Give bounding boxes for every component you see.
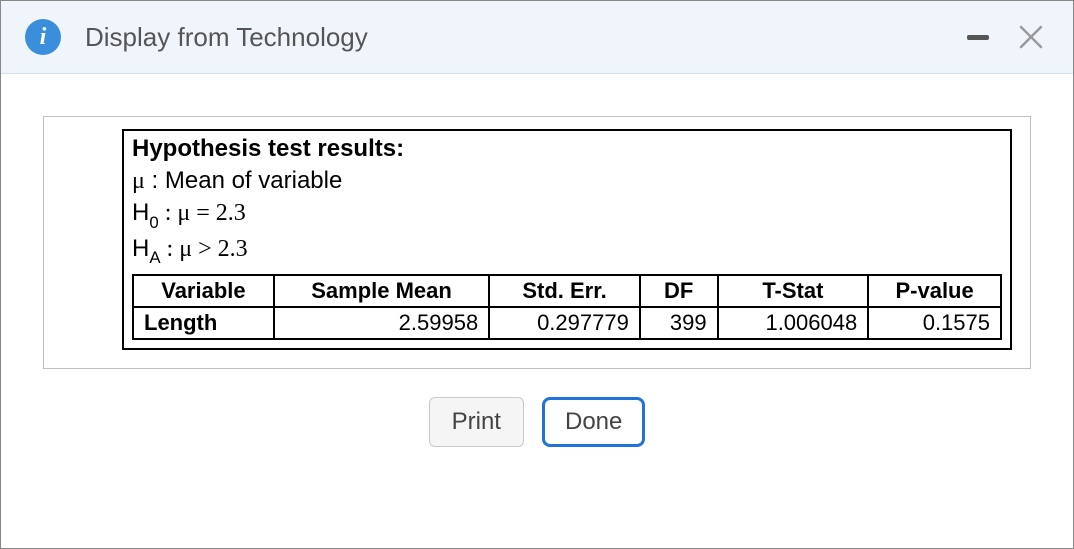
output-box: Hypothesis test results: μ : Mean of var…: [43, 116, 1031, 369]
button-row: Print Done: [43, 369, 1031, 447]
title-bar: i Display from Technology: [1, 1, 1073, 74]
col-variable: Variable: [133, 275, 274, 307]
mu-symbol: μ: [132, 168, 145, 194]
cell-std-err: 0.297779: [489, 307, 640, 339]
col-std-err: Std. Err.: [489, 275, 640, 307]
mu-definition-line: μ : Mean of variable: [132, 165, 1002, 197]
alt-hypothesis-line: HA : μ > 2.3: [132, 233, 1002, 268]
cell-df: 399: [640, 307, 718, 339]
ha-rest: : μ > 2.3: [161, 236, 248, 262]
ha-prefix: H: [132, 235, 149, 262]
results-frame: Hypothesis test results: μ : Mean of var…: [122, 129, 1012, 350]
ha-subscript: A: [149, 248, 160, 267]
col-t-stat: T-Stat: [718, 275, 869, 307]
col-p-value: P-value: [868, 275, 1001, 307]
info-icon: i: [25, 19, 61, 55]
h0-prefix: H: [132, 199, 149, 226]
h0-subscript: 0: [149, 213, 158, 232]
done-button[interactable]: Done: [542, 397, 645, 447]
dialog-window: i Display from Technology Hypothesis tes…: [0, 0, 1074, 549]
minimize-icon[interactable]: [967, 35, 989, 40]
cell-sample-mean: 2.59958: [274, 307, 489, 339]
close-icon[interactable]: [1017, 23, 1045, 51]
cell-t-stat: 1.006048: [718, 307, 869, 339]
cell-p-value: 0.1575: [868, 307, 1001, 339]
col-sample-mean: Sample Mean: [274, 275, 489, 307]
results-table: Variable Sample Mean Std. Err. DF T-Stat…: [132, 274, 1002, 340]
table-header-row: Variable Sample Mean Std. Err. DF T-Stat…: [133, 275, 1001, 307]
results-heading: Hypothesis test results:: [132, 135, 1002, 163]
dialog-title: Display from Technology: [85, 22, 368, 53]
col-df: DF: [640, 275, 718, 307]
null-hypothesis-line: H0 : μ = 2.3: [132, 197, 1002, 232]
mu-line-text: : Mean of variable: [145, 167, 342, 194]
window-controls: [967, 23, 1045, 51]
table-row: Length 2.59958 0.297779 399 1.006048 0.1…: [133, 307, 1001, 339]
h0-rest: : μ = 2.3: [159, 200, 246, 226]
cell-variable: Length: [133, 307, 274, 339]
print-button[interactable]: Print: [429, 397, 524, 447]
content-area: Hypothesis test results: μ : Mean of var…: [1, 74, 1073, 548]
